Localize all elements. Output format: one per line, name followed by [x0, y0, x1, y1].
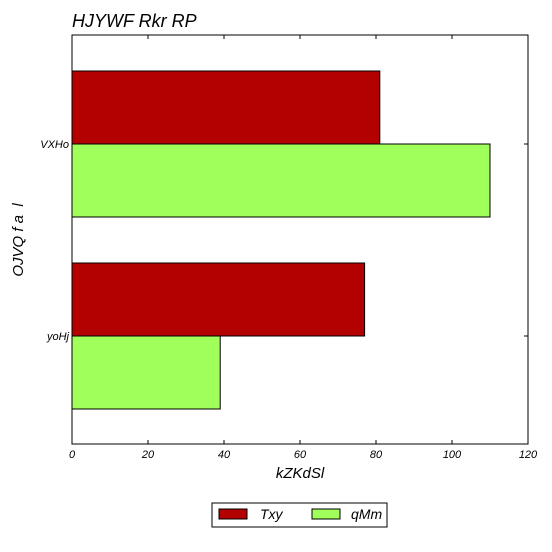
legend: Txy qMm [211, 502, 388, 528]
x-tick-label: 20 [141, 449, 155, 461]
bar-qmm-vxho [71, 143, 491, 218]
legend-label-txy: Txy [260, 506, 284, 522]
legend-swatch-qmm [311, 508, 341, 520]
x-tick-label: 0 [69, 449, 76, 461]
y-axis-label: OJVQ f a l [10, 203, 27, 277]
y-tick-label-vxho: VXHo [40, 139, 69, 151]
bars-group [71, 70, 491, 410]
x-tick-label: 120 [519, 449, 538, 461]
x-tick-label: 40 [218, 449, 231, 461]
bar-txy-yohj [71, 262, 366, 337]
bar-qmm-yohj [71, 335, 221, 410]
x-tick-label: 80 [370, 449, 383, 461]
x-tick-label: 60 [294, 449, 307, 461]
bar-txy-vxho [71, 70, 381, 145]
x-axis-label: kZKdSl [276, 465, 325, 482]
y-tick-label-yohj: yoHj [46, 331, 70, 343]
chart-title: HJYWF Rkr RP [72, 11, 197, 31]
legend-label-qmm: qMm [351, 506, 382, 522]
legend-swatch-txy [218, 508, 248, 520]
y-axis-ticks: VXHo yoHj [40, 139, 528, 343]
x-axis-ticks: 0 20 40 60 80 100 120 [69, 35, 538, 461]
x-tick-label: 100 [443, 449, 462, 461]
